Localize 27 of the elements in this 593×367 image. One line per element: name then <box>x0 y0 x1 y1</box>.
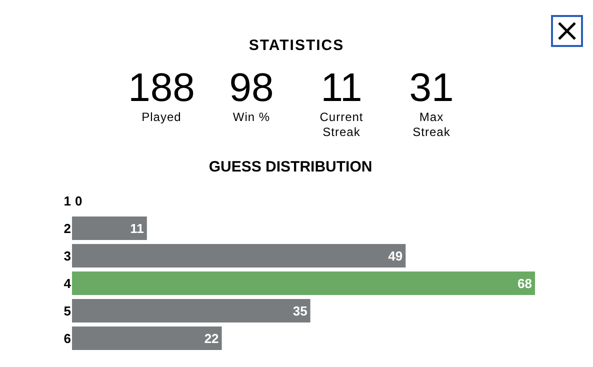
text: Max Streak <box>412 110 452 140</box>
text: Win % <box>232 110 272 125</box>
bar <box>72 326 222 350</box>
text: 188 <box>127 66 196 110</box>
bar <box>72 216 147 240</box>
data-label: 22 <box>204 330 219 346</box>
chart-title: GUESS DISTRIBUTION <box>208 158 372 176</box>
y-tick-label: 3 <box>64 248 71 264</box>
y-tick-label: 1 <box>64 193 71 208</box>
y-tick-label: 2 <box>64 220 71 236</box>
bar <box>72 244 406 268</box>
text: 31 <box>408 66 455 110</box>
text: Played <box>140 110 182 125</box>
bar <box>72 299 310 322</box>
text: Current Streak <box>318 110 364 140</box>
data-label: 11 <box>130 220 144 236</box>
data-label: 35 <box>292 303 308 318</box>
y-tick-label: 5 <box>64 303 71 318</box>
y-tick-label: 6 <box>64 330 71 346</box>
data-label: 49 <box>388 248 403 264</box>
data-label: 0 <box>75 193 82 208</box>
y-tick-label: 4 <box>64 276 72 291</box>
text: STATISTICS <box>248 37 346 54</box>
text: 11 <box>320 66 364 110</box>
bar <box>72 272 535 295</box>
data-label: 68 <box>518 276 532 291</box>
text: 98 <box>228 66 275 110</box>
